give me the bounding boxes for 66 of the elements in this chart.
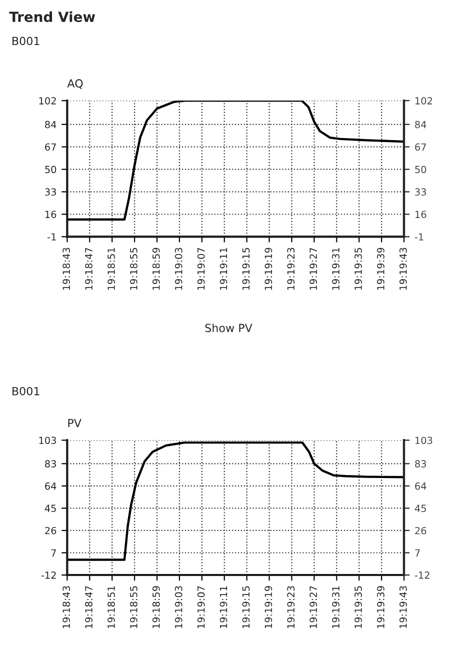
y-tick-label: 26 <box>45 526 56 534</box>
x-tick-label: 19:19:11 <box>220 248 228 290</box>
x-tick-label: 19:19:19 <box>264 248 272 290</box>
x-tick-label: 19:18:55 <box>130 248 138 290</box>
x-tick-label: 19:18:43 <box>62 586 70 628</box>
y2-tick-label: 7 <box>415 549 420 556</box>
y-tick-label: 33 <box>45 188 56 196</box>
x-tick-label: 19:19:23 <box>287 586 295 628</box>
y-tick-label: 50 <box>45 166 56 174</box>
x-tick-label: 19:18:51 <box>108 248 115 290</box>
y-tick-label: 7 <box>51 549 56 556</box>
y2-tick-label: 67 <box>415 143 426 151</box>
x-tick-label: 19:19:15 <box>242 248 250 290</box>
x-tick-label: 19:19:27 <box>310 248 317 290</box>
y2-tick-label: 84 <box>415 120 426 128</box>
y-tick-label: -1 <box>48 233 56 240</box>
x-tick-label: 19:19:39 <box>377 248 384 290</box>
x-tick-label: 19:19:23 <box>287 248 295 290</box>
y2-tick-label: 83 <box>415 460 426 468</box>
y2-tick-label: 45 <box>414 504 426 512</box>
x-tick-label: 19:18:59 <box>152 248 160 290</box>
y-tick-label: 84 <box>45 120 56 128</box>
y2-tick-label: -1 <box>414 233 424 240</box>
y-tick-label: 64 <box>45 482 56 490</box>
x-tick-label: 19:19:03 <box>174 248 182 290</box>
x-tick-label: 19:19:31 <box>332 586 340 628</box>
x-tick-label: 19:19:43 <box>399 248 407 290</box>
y2-tick-label: 64 <box>415 482 426 490</box>
x-tick-label: 19:19:35 <box>354 586 362 628</box>
y2-tick-label: 33 <box>415 188 426 196</box>
x-tick-label: 19:19:07 <box>197 586 205 628</box>
x-tick-label: 19:19:03 <box>174 586 182 628</box>
x-tick-label: 19:19:43 <box>399 586 407 628</box>
text: B001 <box>12 36 40 46</box>
y-axis-title: AQ <box>67 79 83 89</box>
y2-tick-label: 103 <box>415 436 432 444</box>
y-tick-label: 103 <box>39 436 56 444</box>
text: Show PV <box>205 324 252 332</box>
text: Trend View <box>9 11 96 22</box>
x-tick-label: 19:19:27 <box>310 586 317 628</box>
x-tick-label: 19:19:15 <box>242 586 250 628</box>
x-tick-label: 19:18:55 <box>130 586 138 628</box>
y2-tick-label: -12 <box>414 571 430 579</box>
y-tick-label: 102 <box>39 97 56 104</box>
text: B001 <box>12 386 40 396</box>
y-tick-label: 16 <box>45 210 56 218</box>
y2-tick-label: 16 <box>415 210 426 218</box>
x-tick-label: 19:18:51 <box>108 586 115 628</box>
x-tick-label: 19:18:43 <box>62 248 70 290</box>
y2-tick-label: 26 <box>415 526 426 534</box>
y-tick-label: 45 <box>44 504 56 512</box>
x-tick-label: 19:19:39 <box>377 586 384 628</box>
x-tick-label: 19:18:59 <box>152 586 160 628</box>
y-axis-title: PV <box>68 419 82 428</box>
x-tick-label: 19:19:11 <box>220 586 228 628</box>
x-tick-label: 19:19:19 <box>264 586 272 628</box>
x-tick-label: 19:18:47 <box>85 248 92 290</box>
x-tick-label: 19:18:47 <box>85 586 92 628</box>
x-tick-label: 19:19:31 <box>332 248 340 290</box>
y-tick-label: 83 <box>45 460 56 468</box>
x-tick-label: 19:19:07 <box>197 248 205 290</box>
x-tick-label: 19:19:35 <box>354 248 362 290</box>
y2-tick-label: 50 <box>415 166 426 174</box>
y-tick-label: 67 <box>45 143 56 151</box>
y2-tick-label: 102 <box>415 97 432 104</box>
y-tick-label: -12 <box>41 571 56 579</box>
